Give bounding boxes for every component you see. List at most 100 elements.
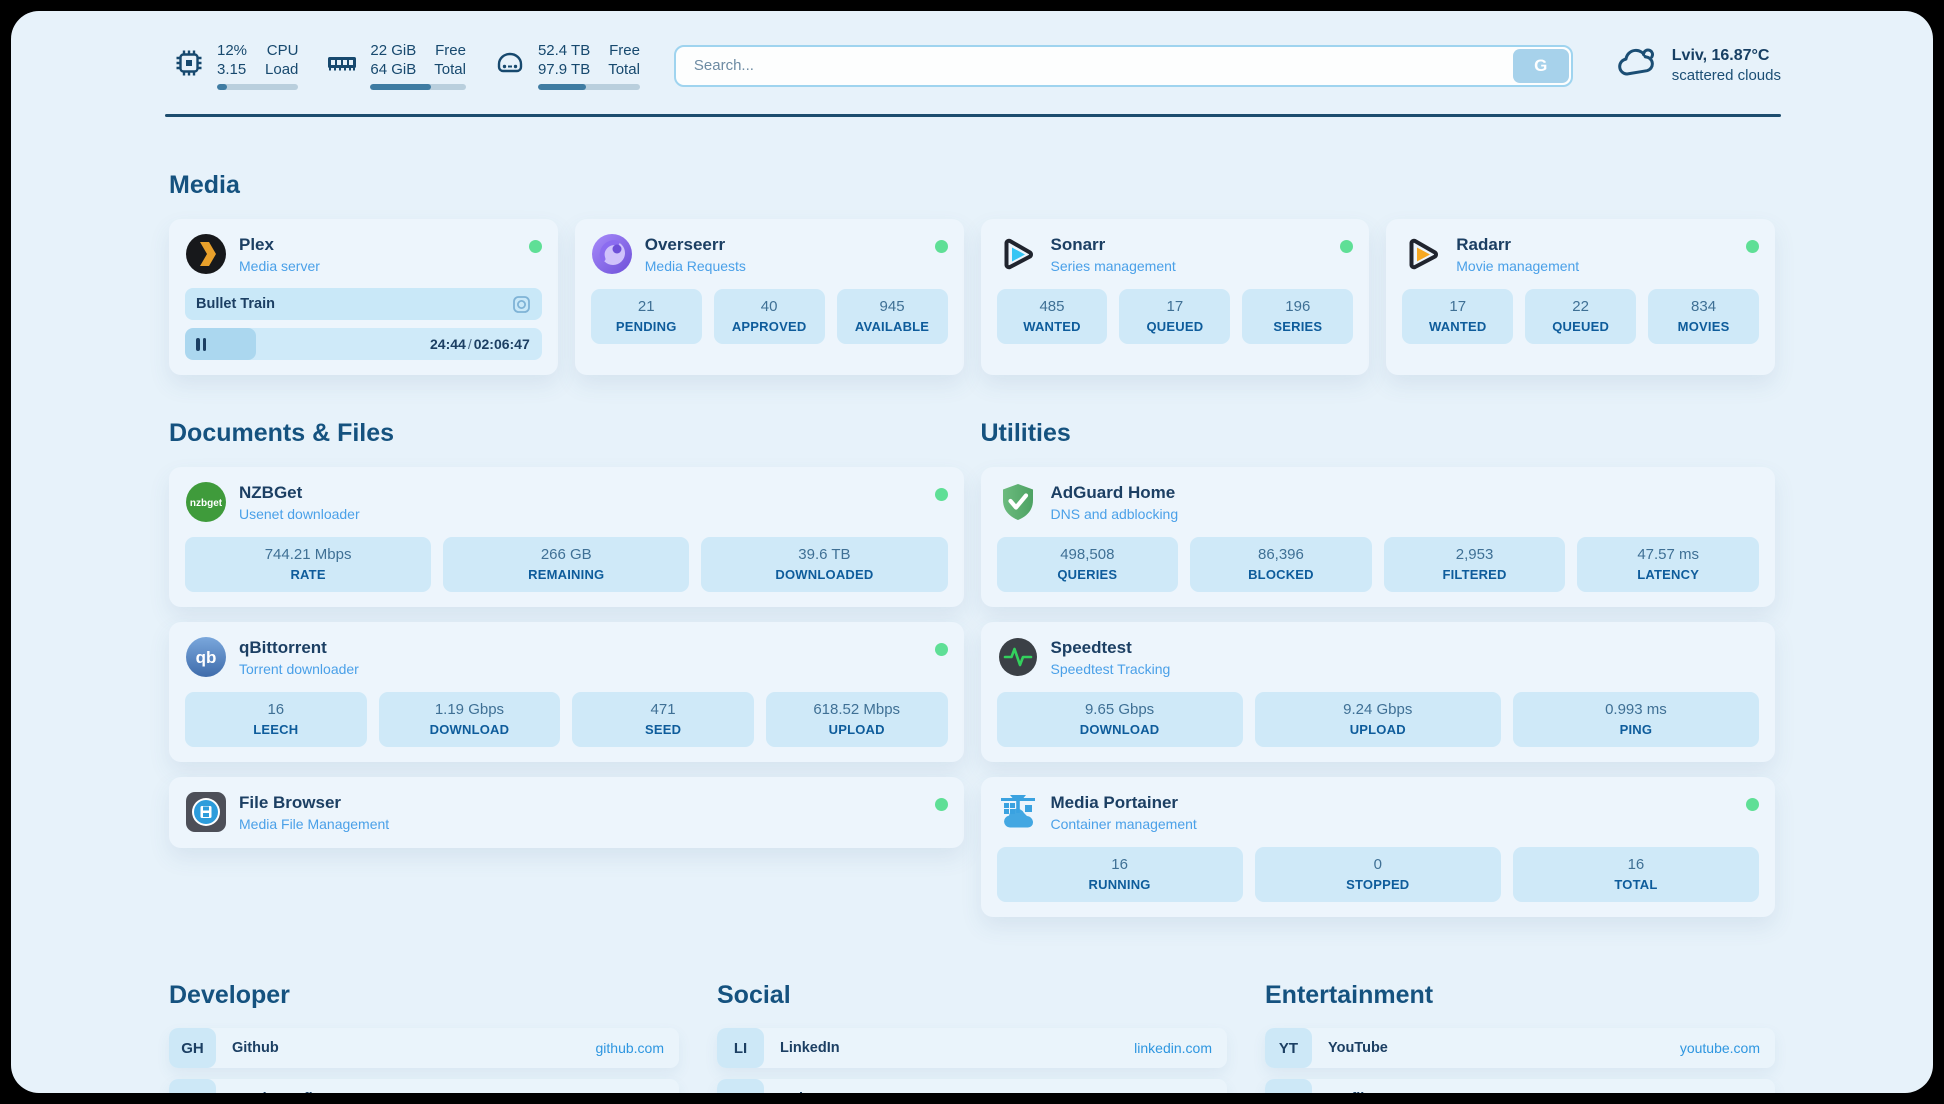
link-abbr-badge: LI xyxy=(717,1028,764,1068)
disk-icon xyxy=(492,45,528,86)
stat-filtered: 2,953 FILTERED xyxy=(1383,537,1566,592)
section-developer: Developer GH Github github.com SO StackOverfl… xyxy=(169,981,679,1093)
stat-value: 47.57 ms xyxy=(1637,546,1700,563)
link-name: Netflix xyxy=(1328,1091,1372,1093)
stat-value: 86,396 xyxy=(1257,546,1304,563)
app-subtitle: Movie management xyxy=(1456,258,1580,274)
app-card-adguard[interactable]: AdGuard Home DNS and adblocking 498,508 QUE… xyxy=(980,467,1775,607)
online-status-dot xyxy=(528,240,542,253)
metric-labels: CPU Load xyxy=(265,42,299,78)
app-card-qbittorrent[interactable]: qb qBittorrent Torrent downloader 16 LEECH 1.… xyxy=(169,622,964,762)
stat-label: LEECH xyxy=(253,722,299,737)
section-title-utilities: Utilities xyxy=(980,419,1071,447)
stat-label: PING xyxy=(1619,722,1653,737)
link-youtube[interactable]: YT YouTube youtube.com xyxy=(1265,1028,1775,1068)
link-github[interactable]: GH Github github.com xyxy=(169,1028,679,1068)
stat-label: DOWNLOAD xyxy=(1079,722,1160,737)
link-stackoverflow[interactable]: SO StackOverflow stackoverflow.com xyxy=(169,1079,679,1093)
stat-movies: 834 MOVIES xyxy=(1648,289,1760,344)
section-entertainment: Entertainment YT YouTube youtube.com NF Netfl… xyxy=(1265,981,1775,1093)
stat-download: 9.65 Gbps DOWNLOAD xyxy=(996,692,1243,747)
stat-series: 196 SERIES xyxy=(1242,289,1354,344)
app-card-filebrowser[interactable]: File Browser Media File Management xyxy=(169,777,964,848)
search-input[interactable] xyxy=(673,44,1573,87)
stat-label: WANTED xyxy=(1023,319,1081,334)
stat-download: 1.19 Gbps DOWNLOAD xyxy=(378,692,561,747)
metric-memory: 22 GiB 64 GiB Free Total xyxy=(324,41,466,90)
playback-time: 24:44/02:06:47 xyxy=(430,336,530,352)
link-netflix[interactable]: NF Netflix netflix.com xyxy=(1265,1079,1775,1093)
app-card-portainer[interactable]: Media Portainer Container management 16 RUN… xyxy=(980,777,1775,917)
stat-label: TOTAL xyxy=(1614,877,1658,892)
memory-icon xyxy=(324,45,360,86)
link-name: StackOverflow xyxy=(232,1091,333,1093)
link-linkedin[interactable]: LI LinkedIn linkedin.com xyxy=(717,1028,1227,1068)
sonarr-icon xyxy=(997,233,1039,275)
stat-queries: 498,508 QUERIES xyxy=(996,537,1179,592)
dashboard-page: 12% 3.15 CPU Load 22 GiB 64 GiB Free Total 52.4 … xyxy=(11,11,1933,1093)
section-title-social: Social xyxy=(717,981,791,1009)
stat-value: 21 xyxy=(637,298,655,315)
app-name: Speedtest xyxy=(1050,638,1132,657)
section-title-media: Media xyxy=(169,171,240,199)
link-name: LinkedIn xyxy=(780,1040,840,1056)
app-name: Overseerr xyxy=(644,235,726,254)
stat-value: 17 xyxy=(1449,298,1467,315)
stat-label: UPLOAD xyxy=(828,722,885,737)
metric-cpu: 12% 3.15 CPU Load xyxy=(171,41,299,90)
link-twitter[interactable]: TW Twitter twitter.com xyxy=(717,1079,1227,1093)
link-url: netflix.com xyxy=(1693,1091,1760,1093)
app-card-nzbget[interactable]: nzbget NZBGet Usenet downloader 744.21 Mbps… xyxy=(169,467,964,607)
stat-label: QUEUED xyxy=(1146,319,1204,334)
now-playing-title: Bullet Train xyxy=(196,296,275,312)
app-card-sonarr[interactable]: Sonarr Series management 485 WANTED 17 QUEUED… xyxy=(980,219,1370,375)
app-subtitle: Media Requests xyxy=(644,258,746,274)
app-name: Plex xyxy=(239,235,274,254)
stat-label: QUEUED xyxy=(1552,319,1610,334)
app-card-speedtest[interactable]: Speedtest Speedtest Tracking 9.65 Gbps DOWN… xyxy=(980,622,1775,762)
stat-label: FILTERED xyxy=(1442,567,1507,582)
metric-values: 12% 3.15 xyxy=(217,42,248,78)
app-subtitle: Media server xyxy=(239,258,320,274)
cloud-icon xyxy=(1615,44,1659,87)
metric-labels: Free Total xyxy=(608,42,640,78)
app-subtitle: Media File Management xyxy=(239,816,390,832)
stat-running: 16 RUNNING xyxy=(996,847,1243,902)
stat-value: 17 xyxy=(1166,298,1184,315)
stat-value: 498,508 xyxy=(1060,546,1115,563)
stat-queued: 17 QUEUED xyxy=(1119,289,1231,344)
app-card-radarr[interactable]: Radarr Movie management 17 WANTED 22 QUEUED 83… xyxy=(1386,219,1775,375)
playback-progress-bar: 24:44/02:06:47 xyxy=(185,328,542,360)
app-name: File Browser xyxy=(239,793,342,812)
stat-value: 266 GB xyxy=(540,546,592,563)
online-status-dot xyxy=(934,643,948,656)
section-title-developer: Developer xyxy=(169,981,290,1009)
app-subtitle: Usenet downloader xyxy=(239,506,360,522)
stat-wanted: 17 WANTED xyxy=(1402,289,1514,344)
stat-latency: 47.57 ms LATENCY xyxy=(1577,537,1759,592)
speedtest-icon xyxy=(997,636,1039,678)
app-card-overseerr[interactable]: Overseerr Media Requests 21 PENDING 40 APPROV… xyxy=(574,219,964,375)
search-bar: G xyxy=(673,44,1573,87)
section-social: Social LI LinkedIn linkedin.com TW Twitter twi… xyxy=(717,981,1227,1093)
app-name: Radarr xyxy=(1456,235,1512,254)
link-abbr-badge: TW xyxy=(717,1079,764,1093)
stat-remaining: 266 GB REMAINING xyxy=(443,537,690,592)
stat-queued: 22 QUEUED xyxy=(1525,289,1637,344)
stat-value: 16 xyxy=(267,701,285,718)
search-engine-button[interactable]: G xyxy=(1512,48,1569,83)
cpu-icon xyxy=(171,45,207,86)
now-playing-row: Bullet Train xyxy=(185,288,542,320)
stat-stopped: 0 STOPPED xyxy=(1254,847,1501,902)
stat-value: 9.24 Gbps xyxy=(1343,701,1413,718)
radarr-icon xyxy=(1402,233,1444,275)
metric-progress-bar xyxy=(217,84,299,90)
stat-value: 22 xyxy=(1572,298,1589,315)
app-card-plex[interactable]: Plex Media server Bullet Train 24:44/02:06:… xyxy=(169,219,558,375)
portainer-icon xyxy=(997,791,1039,833)
section-utilities: Utilities AdGuard Home DNS and adblocking… xyxy=(980,419,1775,917)
svg-text:qb: qb xyxy=(196,648,217,667)
stat-label: REMAINING xyxy=(528,567,605,582)
stat-seed: 471 SEED xyxy=(572,692,754,747)
app-name: AdGuard Home xyxy=(1050,483,1176,502)
